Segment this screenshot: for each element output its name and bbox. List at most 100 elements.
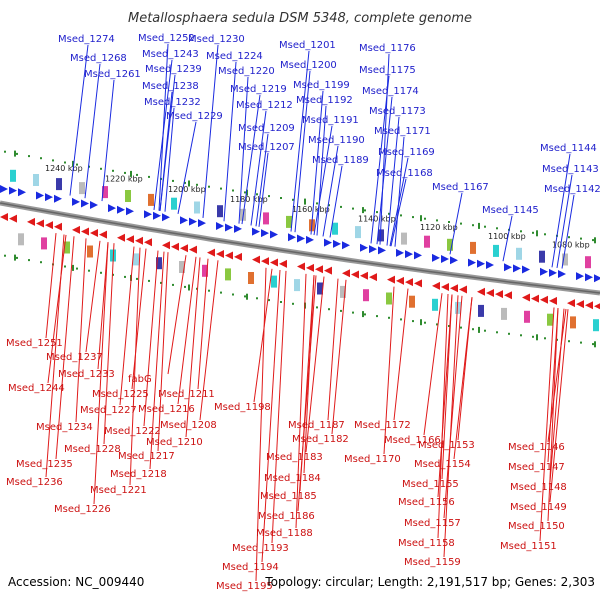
reverse-leader-line (271, 270, 287, 544)
ruler-dot (256, 297, 258, 300)
reverse-gene-arrow (585, 301, 593, 310)
ruler-dot (16, 256, 18, 259)
forward-leader-line (389, 157, 409, 247)
annotation-block (102, 186, 108, 199)
reverse-leader-line (45, 234, 65, 478)
forward-gene-label: Msed_1175 (359, 65, 416, 76)
forward-gene-arrow (306, 235, 314, 244)
forward-leader-line (551, 153, 571, 268)
ruler-dot (280, 197, 282, 199)
forward-gene-arrow (558, 270, 566, 279)
annotation-block (524, 310, 530, 323)
reverse-gene-label: Msed_1195 (216, 581, 273, 592)
reverse-gene-label: Msed_1193 (232, 543, 289, 554)
reverse-gene-arrow (270, 258, 278, 267)
reverse-gene-label: Msed_1222 (104, 426, 161, 437)
forward-gene-arrow (585, 273, 593, 282)
forward-gene-arrow (117, 205, 125, 214)
reverse-leader-line (185, 257, 201, 438)
ruler-dot (580, 237, 582, 240)
ruler-dot (472, 224, 474, 227)
reverse-gene-label: Msed_1151 (500, 541, 557, 552)
forward-gene-arrow (522, 265, 530, 274)
forward-gene-arrow (270, 230, 278, 239)
forward-gene-arrow (369, 245, 377, 254)
annotation-block (156, 257, 162, 270)
forward-leader-line (153, 59, 173, 210)
annotation-block (493, 244, 499, 257)
reverse-gene-arrow (72, 225, 80, 234)
annotation-block (41, 237, 47, 250)
annotation-block (263, 212, 269, 225)
ruler-major-tick (246, 189, 248, 196)
ruler-dot (52, 159, 54, 162)
forward-leader-line (255, 133, 269, 227)
ruler-dot (268, 195, 270, 198)
annotation-block (593, 319, 599, 332)
reverse-gene-label: Msed_1227 (80, 405, 137, 416)
reverse-gene-arrow (567, 299, 575, 308)
reverse-leader-line (197, 258, 209, 390)
forward-gene-arrow (198, 219, 206, 228)
reverse-gene-arrow (441, 283, 449, 292)
forward-gene-arrow (405, 250, 413, 259)
annotation-block (225, 268, 231, 281)
ruler-dot (436, 323, 438, 326)
ruler-major-tick (14, 150, 16, 157)
ruler-dot (256, 193, 258, 196)
label-layer: Msed_1274Msed_1268Msed_1261Msed_1252Msed… (6, 33, 600, 592)
forward-leader-line (241, 94, 261, 225)
forward-gene-arrow (333, 239, 341, 248)
forward-gene-arrow (450, 256, 458, 265)
reverse-gene-arrow (99, 230, 107, 239)
annotation-block (424, 235, 430, 248)
ruler-dot (328, 308, 330, 311)
annotation-block (386, 292, 392, 305)
forward-gene-arrow (576, 272, 584, 281)
annotation-block (378, 229, 384, 242)
annotation-block (10, 169, 16, 182)
reverse-gene-arrow (315, 265, 323, 274)
reverse-gene-arrow (522, 293, 530, 302)
forward-leader-line (177, 121, 197, 214)
ruler-dot (376, 315, 378, 318)
reverse-gene-label: Msed_1147 (508, 462, 565, 473)
ruler-dot (40, 157, 42, 160)
ruler-dot (424, 217, 426, 220)
reverse-leader-line (423, 293, 443, 436)
ruler-dot (148, 175, 150, 178)
annotation-block (585, 256, 591, 269)
ruler-dot (28, 259, 30, 262)
ruler-major-tick (72, 264, 74, 271)
reverse-gene-arrow (342, 269, 350, 278)
ruler-dot (532, 231, 534, 234)
reverse-gene-label: Msed_1159 (404, 557, 461, 568)
annotation-block (401, 232, 407, 245)
forward-gene-arrow (216, 222, 224, 231)
reverse-gene-label: Msed_1225 (92, 389, 149, 400)
forward-gene-arrow (153, 211, 161, 220)
forward-gene-arrow (540, 267, 548, 276)
ruler-dot (172, 179, 174, 182)
reverse-gene-label: Msed_1148 (510, 482, 567, 493)
forward-gene-label: Msed_1167 (432, 182, 489, 193)
annotation-block (271, 275, 277, 288)
kbp-tick-label: 1220 kbp (105, 175, 143, 184)
reverse-gene-arrow (324, 266, 332, 275)
forward-leader-line (159, 91, 173, 211)
ruler-dot (292, 302, 294, 305)
annotation-block (148, 193, 154, 206)
ruler-dot (496, 331, 498, 334)
forward-leader-line (390, 178, 407, 247)
reverse-leader-line (177, 256, 197, 405)
forward-gene-label: Msed_1143 (542, 164, 599, 175)
leader-layer (45, 43, 575, 582)
ruler-dot (232, 189, 234, 192)
reverse-gene-label: Msed_1170 (344, 454, 401, 465)
forward-gene-label: Msed_1207 (238, 142, 295, 153)
annotation-block (455, 301, 461, 314)
reverse-gene-arrow (405, 278, 413, 287)
reverse-leader-line (199, 260, 219, 421)
forward-gene-arrow (90, 201, 98, 210)
ruler-major-tick (362, 311, 364, 318)
